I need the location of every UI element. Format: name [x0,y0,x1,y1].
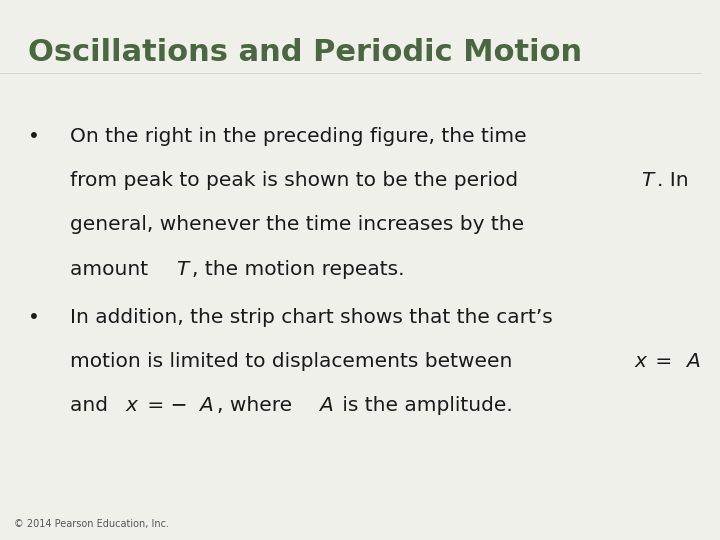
Text: In addition, the strip chart shows that the cart’s: In addition, the strip chart shows that … [70,308,553,327]
Text: On the right in the preceding figure, the time: On the right in the preceding figure, th… [70,127,527,146]
Text: amount: amount [70,260,155,279]
Text: •: • [28,127,40,146]
Text: from peak to peak is shown to be the period: from peak to peak is shown to be the per… [70,171,525,190]
Text: general, whenever the time increases by the: general, whenever the time increases by … [70,215,524,234]
Text: x: x [634,352,647,371]
Text: =: = [649,352,679,371]
Text: T: T [176,260,189,279]
Text: A: A [687,352,701,371]
Text: •: • [28,308,40,327]
Text: . In: . In [657,171,688,190]
Text: and: and [70,396,114,415]
Text: T: T [642,171,654,190]
Text: A: A [319,396,333,415]
Text: x: x [126,396,138,415]
Text: , where: , where [217,396,298,415]
Text: = −: = − [141,396,187,415]
Text: motion is limited to displacements between: motion is limited to displacements betwe… [70,352,519,371]
Text: Oscillations and Periodic Motion: Oscillations and Periodic Motion [28,38,582,67]
Text: is the amplitude.: is the amplitude. [336,396,513,415]
Text: © 2014 Pearson Education, Inc.: © 2014 Pearson Education, Inc. [14,519,169,529]
Text: A: A [199,396,213,415]
Text: , the motion repeats.: , the motion repeats. [192,260,405,279]
